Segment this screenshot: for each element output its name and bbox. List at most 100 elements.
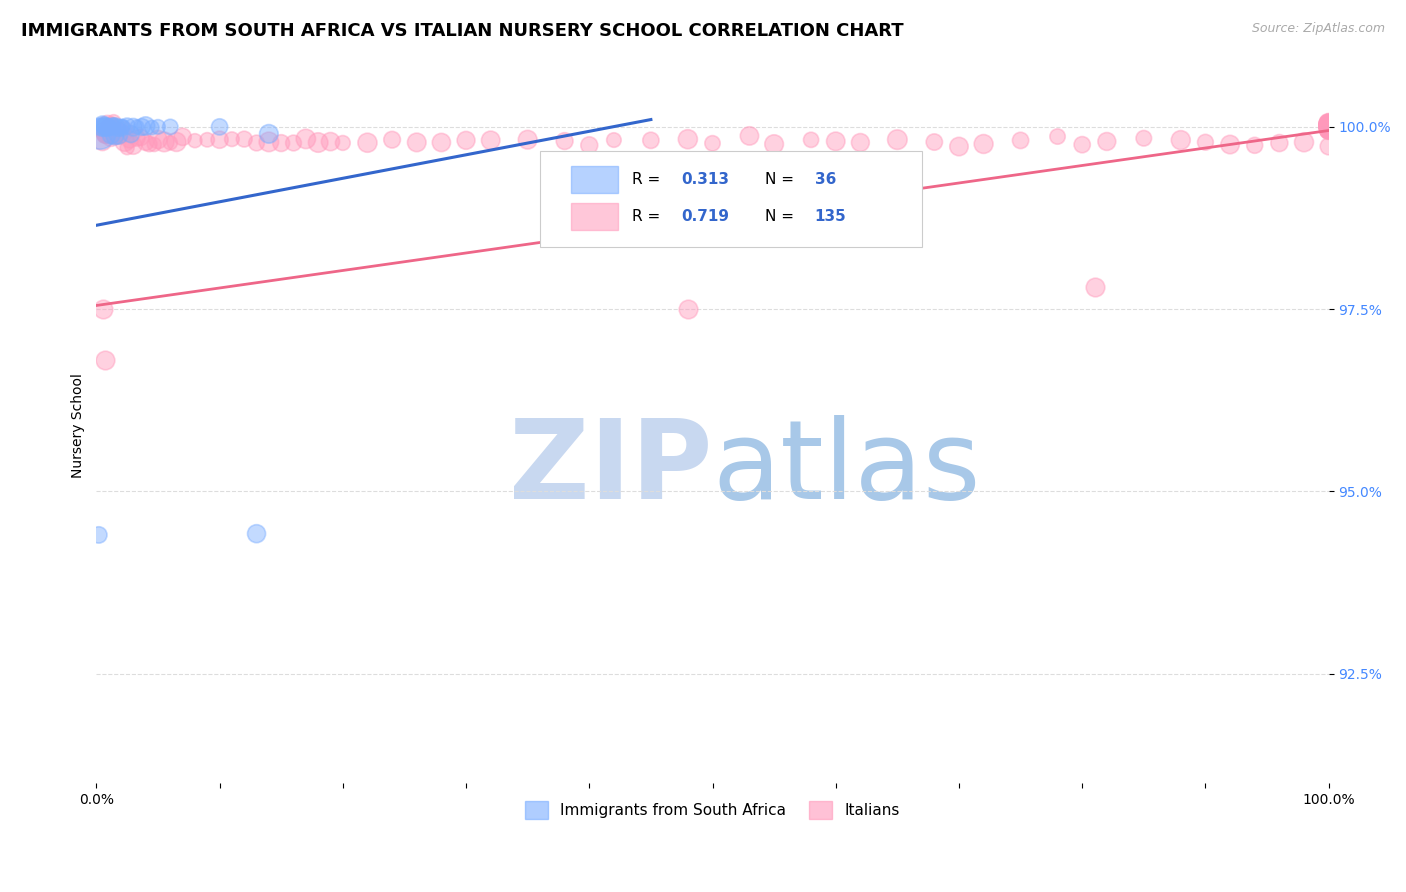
Point [1046, 129, 1069, 144]
Point [1317, 117, 1340, 131]
Point [1317, 120, 1340, 135]
Point [1317, 119, 1340, 133]
Point [319, 135, 342, 149]
Point [1317, 120, 1340, 134]
Point [221, 132, 243, 146]
Point [257, 127, 280, 141]
Point [454, 133, 477, 147]
Point [96, 120, 118, 135]
Point [1317, 121, 1340, 136]
Point [430, 136, 453, 150]
Point [91, 302, 114, 317]
Point [1317, 118, 1340, 132]
Point [332, 136, 354, 150]
Point [97, 120, 120, 134]
Text: 36: 36 [815, 172, 837, 186]
Point [824, 134, 846, 148]
Point [1317, 119, 1340, 133]
Point [1317, 119, 1340, 133]
Point [1317, 119, 1340, 133]
Point [93, 120, 115, 135]
Text: Source: ZipAtlas.com: Source: ZipAtlas.com [1251, 22, 1385, 36]
Point [146, 120, 169, 134]
Point [89, 127, 111, 141]
Point [90, 120, 112, 135]
Point [100, 121, 122, 136]
FancyBboxPatch shape [540, 151, 922, 247]
Point [208, 120, 231, 134]
Point [1317, 119, 1340, 133]
Point [104, 128, 127, 143]
Point [94, 128, 117, 142]
Point [115, 141, 138, 155]
Point [676, 302, 699, 317]
Point [208, 133, 231, 147]
Point [849, 136, 872, 150]
Point [104, 126, 127, 140]
Point [103, 115, 125, 129]
Point [1317, 120, 1340, 135]
Point [603, 133, 626, 147]
Y-axis label: Nursery School: Nursery School [72, 374, 86, 478]
FancyBboxPatch shape [571, 202, 617, 230]
Point [94, 120, 117, 135]
Point [295, 132, 318, 146]
Point [159, 136, 181, 150]
Point [103, 118, 125, 132]
Point [159, 120, 181, 134]
Point [143, 137, 166, 152]
Point [153, 135, 176, 149]
Text: 135: 135 [815, 209, 846, 224]
Point [1317, 122, 1340, 136]
Point [105, 119, 128, 133]
Point [125, 120, 148, 134]
Point [97, 126, 120, 140]
Point [233, 132, 256, 146]
Point [1317, 118, 1340, 132]
Point [112, 119, 135, 133]
Point [1317, 119, 1340, 133]
Point [111, 127, 134, 141]
Point [97, 120, 120, 134]
Point [96, 117, 118, 131]
Point [1317, 121, 1340, 136]
Point [98, 121, 121, 136]
Point [1317, 117, 1340, 131]
Point [91, 135, 114, 149]
Point [1317, 117, 1340, 131]
Point [110, 120, 132, 135]
FancyBboxPatch shape [571, 166, 617, 193]
Point [96, 120, 118, 134]
Point [96, 120, 118, 135]
Point [1194, 135, 1216, 149]
Point [94, 118, 117, 132]
Text: N =: N = [765, 209, 800, 224]
Point [283, 136, 305, 150]
Point [1317, 123, 1340, 137]
Point [1317, 120, 1340, 134]
Point [135, 136, 157, 150]
Point [135, 119, 157, 133]
Point [172, 129, 194, 144]
Point [738, 128, 761, 143]
Point [122, 120, 145, 135]
Point [131, 120, 153, 134]
Point [98, 119, 121, 133]
Point [381, 133, 404, 147]
Point [122, 138, 145, 153]
Point [1317, 139, 1340, 153]
Point [1317, 116, 1340, 130]
Point [1317, 122, 1340, 136]
Point [1317, 115, 1340, 129]
Point [1317, 121, 1340, 136]
Point [257, 135, 280, 149]
Point [96, 127, 118, 141]
Point [129, 130, 152, 145]
Point [1268, 136, 1291, 150]
Point [100, 130, 122, 145]
Point [120, 127, 142, 141]
Legend: Immigrants from South Africa, Italians: Immigrants from South Africa, Italians [519, 795, 905, 825]
Point [1095, 135, 1118, 149]
Point [101, 119, 124, 133]
Point [1083, 280, 1105, 294]
